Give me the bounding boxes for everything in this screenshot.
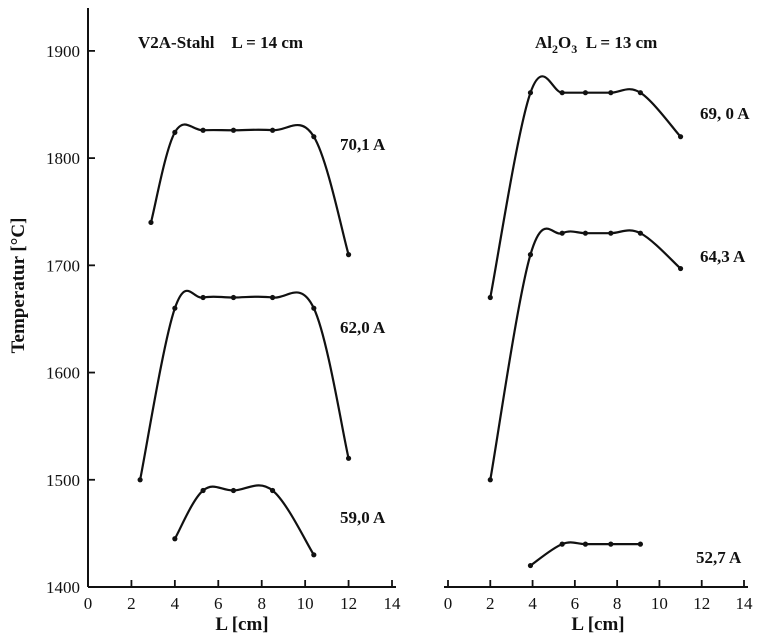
- data-point: [311, 134, 317, 140]
- data-point: [345, 455, 352, 461]
- x-tick-label: 2: [486, 594, 495, 613]
- x-tick-label: 12: [340, 594, 357, 613]
- data-point: [608, 541, 614, 547]
- data-point: [608, 90, 614, 96]
- data-point: [230, 294, 237, 301]
- data-point: [637, 90, 644, 96]
- y-tick-label: 1800: [46, 149, 80, 168]
- series-label: 64,3 A: [700, 247, 746, 266]
- data-point: [608, 230, 614, 236]
- data-point: [487, 294, 493, 301]
- data-point: [200, 127, 206, 133]
- x-tick-label: 6: [214, 594, 223, 613]
- data-point: [527, 562, 534, 569]
- data-point: [172, 536, 178, 542]
- data-point: [230, 487, 237, 494]
- y-tick-label: 1700: [46, 256, 80, 275]
- y-tick-label: 1900: [46, 42, 80, 61]
- x-axis-title: L [cm]: [215, 614, 268, 635]
- y-tick-label: 1400: [46, 578, 80, 597]
- data-point: [148, 219, 154, 226]
- data-point: [559, 230, 565, 236]
- x-axis-title: L [cm]: [571, 614, 624, 635]
- x-tick-label: 8: [613, 594, 622, 613]
- data-point: [677, 265, 684, 272]
- data-point: [311, 552, 317, 558]
- data-point: [172, 305, 178, 311]
- data-point: [677, 134, 684, 140]
- data-point: [200, 294, 206, 301]
- series-curve: [139, 289, 350, 481]
- x-tick-label: 10: [297, 594, 314, 613]
- x-tick-label: 6: [571, 594, 580, 613]
- x-tick-label: 10: [651, 594, 668, 613]
- data-point: [582, 230, 589, 236]
- x-tick-label: 4: [171, 594, 180, 613]
- data-point: [582, 90, 589, 96]
- series-label: 59,0 A: [340, 508, 386, 527]
- data-point: [269, 487, 276, 494]
- data-point: [311, 305, 317, 311]
- panel-title: V2A-Stahl L = 14 cm: [138, 33, 303, 52]
- x-tick-label: 8: [257, 594, 266, 613]
- x-tick-label: 12: [693, 594, 710, 613]
- x-tick-label: 0: [444, 594, 453, 613]
- data-point: [527, 90, 534, 96]
- x-tick-label: 14: [736, 594, 754, 613]
- x-tick-label: 0: [84, 594, 93, 613]
- x-tick-label: 14: [384, 594, 402, 613]
- x-tick-label: 2: [127, 594, 136, 613]
- panel-title-part: O: [558, 33, 571, 52]
- data-point: [582, 541, 589, 547]
- series-label: 69, 0 A: [700, 104, 750, 123]
- series-curve: [149, 123, 350, 256]
- panel-title-part: L = 13 cm: [577, 33, 657, 52]
- data-point: [200, 487, 206, 494]
- data-point: [230, 127, 237, 133]
- data-point: [559, 541, 565, 547]
- series-curve: [489, 75, 682, 299]
- y-axis-title: Temperatur [°C]: [8, 218, 29, 354]
- panel-title-subscript: 2: [552, 42, 558, 56]
- y-tick-label: 1600: [46, 364, 80, 383]
- series-label: 52,7 A: [696, 548, 742, 567]
- panel-v2a-stahl: 0 2 4 6 8 10 12 14 L [cm] 1400 1500 1600 1700 1800 190…: [8, 8, 401, 635]
- data-point: [637, 230, 644, 236]
- data-point: [527, 252, 534, 258]
- series-label: 62,0 A: [340, 318, 386, 337]
- data-point: [637, 541, 644, 547]
- data-point: [269, 127, 276, 133]
- data-point: [345, 252, 352, 258]
- data-point: [137, 477, 143, 483]
- series-curve: [173, 484, 315, 556]
- data-point: [487, 477, 493, 483]
- y-tick-label: 1500: [46, 471, 80, 490]
- series-label: 70,1 A: [340, 135, 386, 154]
- panel-title-subscript: 3: [571, 42, 577, 56]
- series-curve: [489, 227, 682, 481]
- data-point: [559, 90, 565, 96]
- panel-title: Al2O3 L = 13 cm: [535, 33, 657, 56]
- x-tick-label: 4: [528, 594, 537, 613]
- data-point: [269, 294, 276, 301]
- data-point: [172, 129, 178, 135]
- panel-title-part: Al: [535, 33, 552, 52]
